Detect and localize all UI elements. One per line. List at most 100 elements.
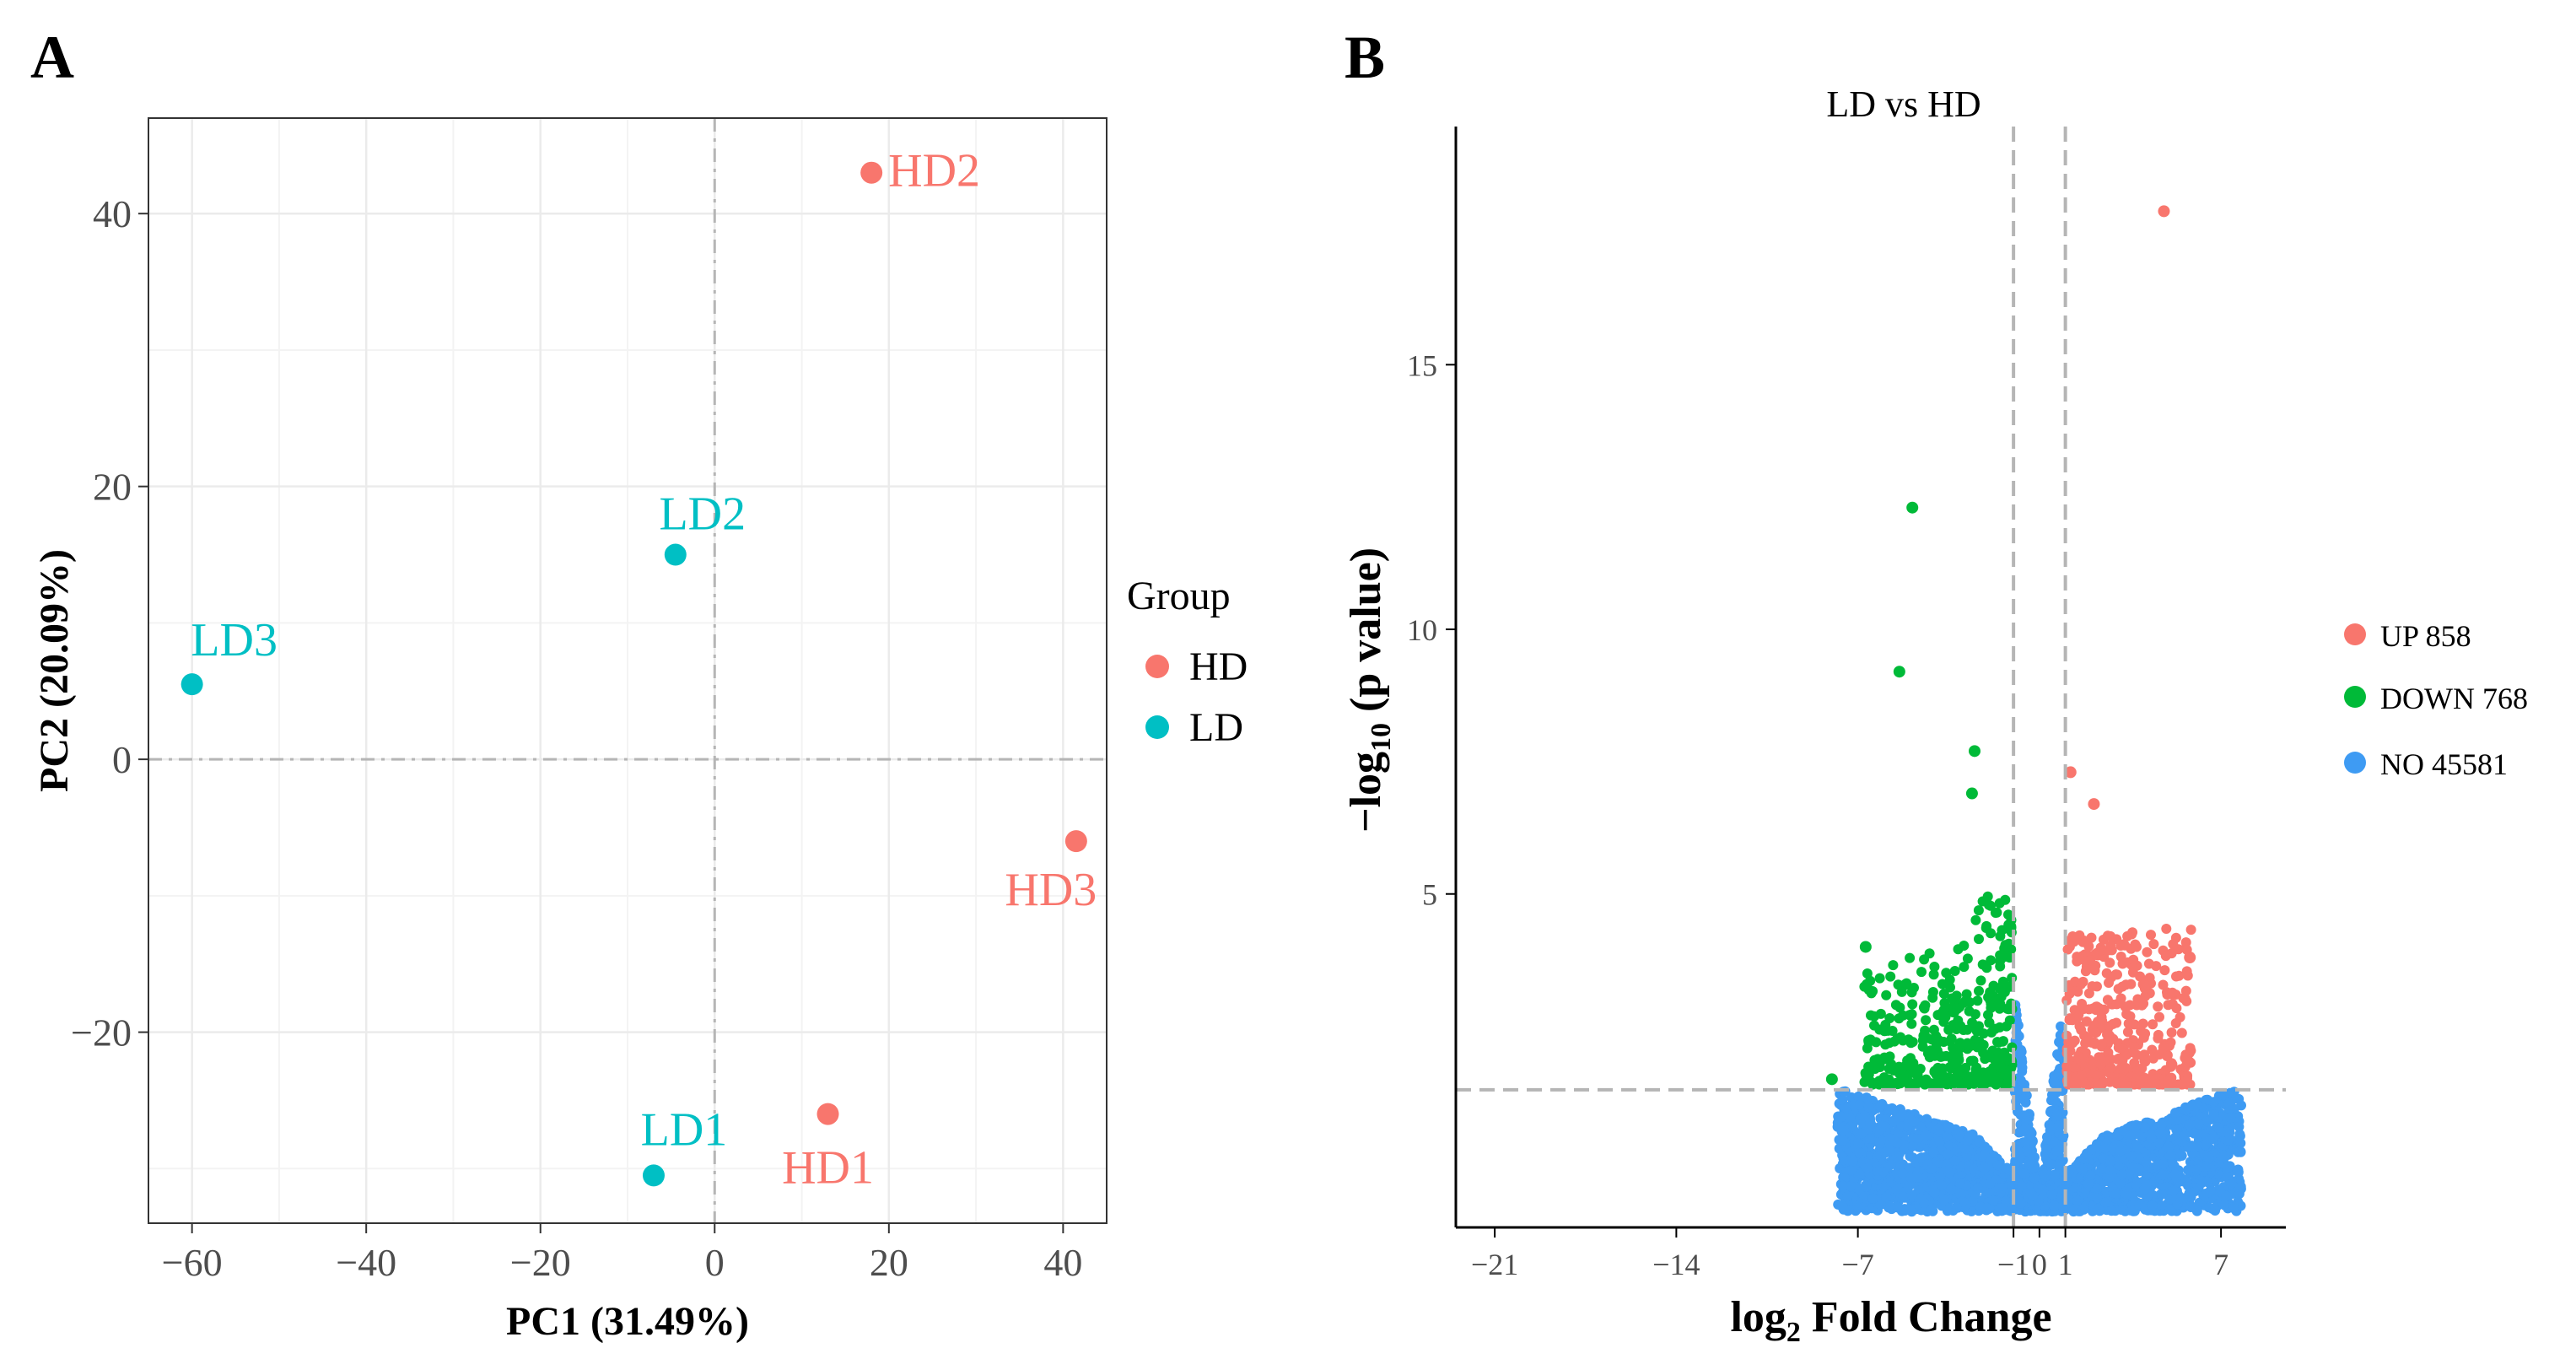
- volcano-point-down: [1967, 1017, 1978, 1028]
- volcano-point-up-outlier: [2184, 952, 2196, 964]
- volcano-point-up: [2106, 972, 2116, 983]
- volcano-point-no: [2113, 1155, 2124, 1166]
- volcano-point-down: [1929, 962, 1940, 972]
- volcano-point-no: [2169, 1161, 2180, 1172]
- pca-x-axis-label: PC1 (31.49%): [506, 1299, 749, 1344]
- volcano-point-up: [2131, 941, 2142, 952]
- volcano-point-no: [1905, 1151, 1916, 1162]
- volcano-point-no: [1927, 1146, 1938, 1157]
- volcano-y-tick-label: 15: [1407, 348, 1437, 382]
- volcano-point-down: [1959, 962, 1970, 973]
- volcano-point-no: [1927, 1204, 1937, 1214]
- pca-y-tick-label: 40: [93, 192, 132, 235]
- pca-y-tick-label: 0: [112, 738, 132, 781]
- volcano-point-no: [1992, 1160, 2003, 1171]
- volcano-point-up: [2091, 947, 2102, 958]
- volcano-y-label-rest: (p value): [1342, 547, 1390, 723]
- volcano-point-up: [2153, 1001, 2164, 1012]
- volcano-point-up: [2166, 1027, 2177, 1038]
- volcano-point-no: [1985, 1178, 1996, 1189]
- volcano-point-no: [1891, 1184, 1902, 1195]
- volcano-point-up: [2072, 956, 2083, 967]
- volcano-x-tick-label: −14: [1652, 1248, 1700, 1281]
- volcano-point-no: [2131, 1119, 2142, 1130]
- volcano-point-no: [2001, 1196, 2012, 1207]
- volcano-point-down: [1905, 952, 1916, 963]
- volcano-point-down-outlier: [1825, 1073, 1838, 1086]
- volcano-point-no: [1875, 1200, 1886, 1211]
- volcano-point-down: [1961, 989, 1972, 1000]
- volcano-point-down: [1970, 1009, 1981, 1020]
- volcano-point-up: [2115, 1043, 2126, 1054]
- volcano-point-no: [2221, 1190, 2232, 1201]
- volcano-point-up: [2122, 1027, 2133, 1038]
- volcano-point-up: [2115, 952, 2126, 962]
- volcano-point-no: [2171, 1173, 2181, 1184]
- volcano-point-down: [1973, 905, 1984, 916]
- volcano-point-up: [2148, 1019, 2158, 1030]
- volcano-point-down: [1867, 986, 1878, 996]
- volcano-point-down: [1952, 1067, 1963, 1078]
- volcano-point-no: [2115, 1178, 2126, 1189]
- pca-point-label-hd1: HD1: [782, 1142, 874, 1195]
- volcano-point-no: [1845, 1113, 1856, 1124]
- volcano-point-down: [1929, 1065, 1940, 1076]
- volcano-point-down: [1919, 954, 1930, 965]
- volcano-point-up: [2121, 979, 2131, 990]
- volcano-point-no: [2170, 1108, 2180, 1119]
- volcano-point-up: [2182, 970, 2193, 981]
- volcano-x-tick-label: −1: [1997, 1248, 2029, 1281]
- volcano-point-up: [2076, 1070, 2087, 1081]
- panel-label-a: A: [30, 24, 74, 91]
- pca-ticks: −60 −40 −20 0 20 40 −20 0 20 40: [71, 192, 1082, 1284]
- volcano-point-no: [1859, 1110, 1870, 1121]
- volcano-point-down: [1993, 1037, 2004, 1048]
- volcano-point-no: [1943, 1149, 1953, 1160]
- pca-legend-hd-label: HD: [1189, 644, 1248, 689]
- volcano-point-down: [1927, 987, 1938, 997]
- volcano-point-up: [2148, 939, 2159, 950]
- volcano-point-down: [1974, 934, 1984, 945]
- volcano-point-up: [2105, 941, 2116, 952]
- volcano-point-no: [1942, 1131, 1953, 1142]
- volcano-point-down: [1999, 979, 2010, 990]
- volcano-point-up: [2105, 930, 2116, 941]
- volcano-point-down: [1990, 1023, 2001, 1034]
- volcano-point-down: [1995, 950, 2006, 961]
- volcano-point-no: [1962, 1135, 1973, 1146]
- volcano-point-no: [2141, 1157, 2152, 1167]
- volcano-point-down: [1986, 955, 1997, 966]
- volcano-point-up: [2154, 1011, 2164, 1022]
- volcano-point-up: [2081, 1079, 2091, 1090]
- volcano-point-down: [1938, 989, 1949, 999]
- volcano-point-down: [1975, 975, 1986, 986]
- volcano-point-no: [2146, 1133, 2157, 1144]
- volcano-point-no: [2104, 1173, 2115, 1184]
- volcano-point-no: [1951, 1202, 1962, 1213]
- volcano-point-down: [1920, 1000, 1931, 1011]
- volcano-point-no: [1892, 1202, 1903, 1213]
- volcano-point-up: [2138, 998, 2149, 1009]
- volcano-point-no: [2106, 1205, 2117, 1216]
- pca-plot: −60 −40 −20 0 20 40 −20 0 20 40 HD1 HD2 HD3 LD1 LD2 LD…: [32, 117, 1248, 1344]
- volcano-point-no: [1894, 1111, 1905, 1122]
- pca-reference-lines: [148, 118, 1107, 1223]
- volcano-x-axis-label: log2 Fold Change: [1730, 1293, 2051, 1348]
- volcano-point-down-outlier: [1965, 787, 1978, 800]
- volcano-points: [1825, 205, 2246, 1217]
- volcano-point-down: [1978, 1039, 1989, 1050]
- volcano-point-no: [1903, 1181, 1914, 1192]
- volcano-point-down: [1928, 969, 1939, 980]
- volcano-plot: LD vs HD −21 −14 −7 −1 0 1 7 5 10 15 log2 Fold Ch…: [1342, 84, 2528, 1348]
- volcano-point-no: [1863, 1102, 1874, 1113]
- volcano-point-down: [1871, 1037, 1882, 1048]
- volcano-point-no: [1939, 1195, 1949, 1205]
- volcano-point-no: [2092, 1184, 2102, 1195]
- pca-x-tick-label: 20: [870, 1241, 908, 1284]
- volcano-point-down: [1986, 928, 1997, 939]
- volcano-point-no: [2019, 1168, 2030, 1179]
- volcano-point-no: [2185, 1202, 2196, 1212]
- volcano-point-no: [1862, 1162, 1873, 1173]
- volcano-ticks: −21 −14 −7 −1 0 1 7 5 10 15: [1407, 348, 2228, 1281]
- volcano-point-no: [1898, 1191, 1909, 1202]
